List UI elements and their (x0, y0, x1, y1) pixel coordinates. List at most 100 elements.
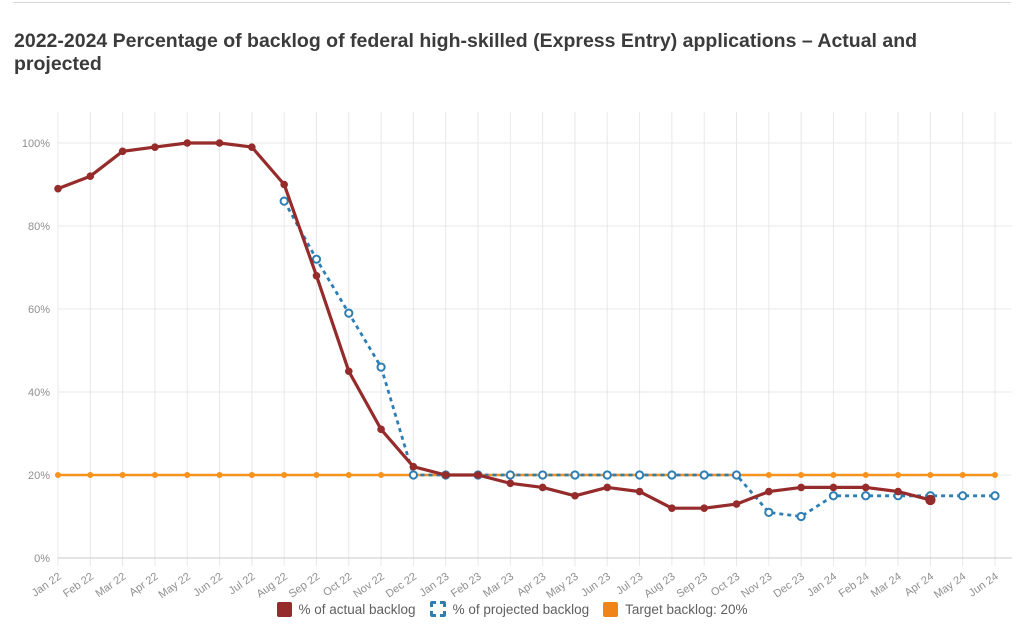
target-backlog-point[interactable] (895, 472, 902, 478)
chart-title-line1: 2022-2024 Percentage of backlog of feder… (14, 30, 918, 52)
projected-backlog-point[interactable] (699, 470, 709, 480)
actual-backlog-point[interactable] (603, 483, 612, 492)
projected-backlog-point[interactable] (764, 507, 774, 517)
x-tick-label: Oct 23 (709, 571, 742, 599)
target-backlog-point[interactable] (184, 472, 191, 478)
target-backlog-swatch-icon (603, 601, 619, 617)
actual-backlog-point[interactable] (441, 471, 450, 479)
actual-backlog-point[interactable] (409, 462, 418, 471)
y-tick-label: 60% (28, 304, 50, 316)
x-tick-label: Dec 23 (771, 571, 806, 600)
target-backlog-point[interactable] (55, 472, 61, 478)
x-tick-label-group: Mar 24 (869, 571, 904, 600)
actual-backlog-point[interactable] (668, 504, 676, 512)
chart-legend: % of actual backlog % of projected backl… (0, 601, 1024, 617)
projected-backlog-point[interactable] (344, 308, 354, 318)
target-backlog-point[interactable] (927, 472, 934, 478)
legend-item-target-backlog[interactable]: Target backlog: 20% (603, 601, 748, 617)
target-backlog-point[interactable] (959, 472, 966, 478)
projected-backlog-point[interactable] (861, 491, 871, 501)
actual-backlog-point[interactable] (829, 483, 838, 492)
projected-backlog-point[interactable] (279, 196, 289, 206)
projected-backlog-point[interactable] (667, 470, 677, 480)
target-backlog-point[interactable] (87, 472, 94, 478)
x-tick-label: Dec 22 (384, 571, 419, 600)
target-backlog-point[interactable] (378, 472, 385, 478)
chart-area: 0% 20% 40% 60% 80% 100% Jan 22 Feb 22 Mar 22 Apr … (0, 100, 1024, 602)
projected-backlog-point[interactable] (990, 491, 1000, 501)
legend-item-actual-backlog[interactable]: % of actual backlog (276, 601, 416, 617)
target-backlog-point[interactable] (313, 472, 320, 478)
actual-backlog-point[interactable] (506, 479, 515, 488)
y-tick-label: 100% (22, 138, 50, 150)
legend-item-projected-backlog[interactable]: % of projected backlog (429, 601, 589, 617)
x-tick-label-group: Apr 24 (903, 571, 936, 599)
x-tick-label: Nov 22 (351, 571, 386, 600)
x-tick-label: Sep 22 (287, 571, 322, 600)
projected-backlog-point[interactable] (828, 491, 839, 501)
actual-backlog-point[interactable] (894, 487, 902, 496)
actual-backlog-point[interactable] (861, 483, 870, 492)
target-backlog-point[interactable] (830, 472, 837, 478)
target-backlog-point[interactable] (345, 472, 352, 478)
actual-backlog-point[interactable] (183, 139, 192, 147)
actual-backlog-point[interactable] (635, 487, 644, 496)
x-tick-label-group: Oct 22 (321, 571, 354, 599)
actual-backlog-point[interactable] (344, 367, 353, 376)
actual-backlog-point[interactable] (571, 491, 579, 500)
projected-backlog-point[interactable] (376, 362, 386, 372)
target-backlog-point[interactable] (862, 472, 869, 478)
target-backlog-point[interactable] (248, 472, 255, 478)
x-tick-label-group: Jul 23 (614, 571, 645, 598)
projected-backlog-point[interactable] (408, 470, 419, 480)
x-tick-label: Sep 23 (674, 571, 709, 600)
projected-backlog-point[interactable] (634, 470, 645, 480)
actual-backlog-point[interactable] (215, 139, 224, 147)
projected-backlog-point[interactable] (796, 511, 806, 522)
projected-backlog-point[interactable] (570, 470, 580, 480)
actual-backlog-point[interactable] (474, 471, 482, 479)
projected-backlog-point[interactable] (602, 470, 612, 480)
projected-backlog-point[interactable] (505, 470, 515, 480)
target-backlog-point[interactable] (991, 472, 998, 478)
actual-backlog-point[interactable] (118, 147, 127, 156)
projected-backlog-point[interactable] (731, 470, 742, 480)
actual-backlog-point[interactable] (732, 500, 741, 508)
target-backlog-point[interactable] (798, 472, 805, 478)
target-backlog-point[interactable] (765, 472, 772, 478)
x-tick-label-group: Dec 23 (771, 571, 806, 601)
x-tick-label: Mar 24 (869, 571, 904, 600)
target-backlog-point[interactable] (119, 472, 126, 478)
x-tick-label: Jan 23 (418, 571, 452, 600)
x-tick-label-group: Jun 22 (191, 571, 225, 600)
projected-backlog-point[interactable] (311, 254, 322, 264)
actual-backlog-point[interactable] (797, 483, 805, 492)
x-tick-label: Aug 23 (642, 571, 677, 600)
x-tick-label-group: Nov 22 (351, 571, 386, 601)
x-tick-label: Jan 22 (30, 571, 64, 600)
x-tick-label: Apr 23 (515, 571, 548, 599)
target-backlog-point[interactable] (216, 472, 223, 478)
actual-backlog-point[interactable] (700, 504, 708, 512)
y-tick-label: 0% (34, 553, 50, 565)
actual-backlog-point[interactable] (765, 487, 773, 496)
x-tick-label-group: May 24 (932, 571, 968, 602)
actual-backlog-point[interactable] (280, 180, 288, 189)
x-tick-label-group: Jan 22 (30, 571, 64, 600)
projected-backlog-point[interactable] (538, 470, 548, 480)
actual-backlog-point[interactable] (312, 272, 321, 280)
actual-backlog-point[interactable] (86, 172, 95, 180)
x-tick-label-group: Apr 22 (127, 571, 160, 599)
target-backlog-point[interactable] (281, 472, 288, 478)
x-tick-label-group: Feb 22 (61, 571, 96, 600)
actual-backlog-point[interactable] (538, 483, 547, 492)
actual-backlog-point[interactable] (151, 143, 159, 151)
actual-backlog-point[interactable] (54, 184, 62, 193)
actual-backlog-point[interactable] (248, 143, 256, 151)
projected-backlog-point[interactable] (958, 491, 968, 501)
x-tick-label: Feb 23 (449, 571, 484, 600)
actual-backlog-end-point[interactable] (925, 494, 936, 506)
x-tick-label: Mar 23 (481, 571, 516, 600)
actual-backlog-point[interactable] (377, 425, 385, 434)
target-backlog-point[interactable] (151, 472, 158, 478)
